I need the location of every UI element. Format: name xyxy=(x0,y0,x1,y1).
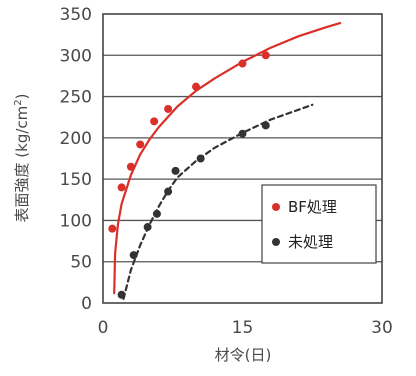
legend-label-bf: BF処理 xyxy=(288,198,337,216)
data-points xyxy=(108,51,270,299)
y-axis-title: 表面強度 (kg/cm2) xyxy=(13,94,31,223)
data-point xyxy=(238,59,247,68)
data-point xyxy=(152,209,161,218)
x-tick-label: 0 xyxy=(98,318,109,338)
x-axis-ticks: 0 15 30 xyxy=(98,318,393,338)
data-point xyxy=(196,154,205,163)
data-point xyxy=(261,51,270,60)
data-point xyxy=(164,104,173,113)
y-axis-title-main: 表面強度 (kg/cm xyxy=(13,106,31,223)
legend-label-untreated: 未処理 xyxy=(288,233,333,251)
data-point xyxy=(192,82,200,91)
fit-curves xyxy=(113,22,342,300)
data-point xyxy=(126,162,135,171)
data-point xyxy=(117,183,126,192)
legend-marker-bf xyxy=(272,203,280,211)
data-point xyxy=(143,223,152,232)
legend: BF処理 未処理 xyxy=(261,184,377,264)
y-tick-label: 300 xyxy=(60,46,92,66)
x-axis-title: 材令(日) xyxy=(215,346,272,364)
y-tick-label: 0 xyxy=(81,294,92,314)
data-point xyxy=(238,129,247,138)
x-tick-label: 30 xyxy=(371,318,393,338)
x-tick-label: 15 xyxy=(232,318,254,338)
y-axis-title-close: ) xyxy=(13,94,31,100)
y-tick-label: 150 xyxy=(60,170,92,190)
data-point xyxy=(129,251,138,260)
data-point xyxy=(117,290,126,299)
y-tick-label: 50 xyxy=(70,253,92,273)
y-tick-label: 250 xyxy=(60,88,92,108)
y-axis-title-superscript: 2 xyxy=(13,99,24,105)
legend-marker-untreated xyxy=(272,238,280,246)
legend-box xyxy=(261,184,377,264)
data-point xyxy=(150,117,159,126)
data-point xyxy=(164,187,173,196)
data-point xyxy=(261,121,270,130)
fit-curve xyxy=(113,22,342,295)
data-point xyxy=(108,224,117,233)
y-tick-label: 100 xyxy=(60,211,92,231)
data-point xyxy=(136,140,145,149)
fit-curve xyxy=(122,103,314,300)
data-point xyxy=(171,166,180,175)
y-tick-label: 200 xyxy=(60,129,92,149)
plot-frame xyxy=(102,13,383,304)
y-tick-label: 350 xyxy=(60,5,92,25)
y-axis-ticks: 0 50 100 150 200 250 300 350 xyxy=(60,5,92,314)
